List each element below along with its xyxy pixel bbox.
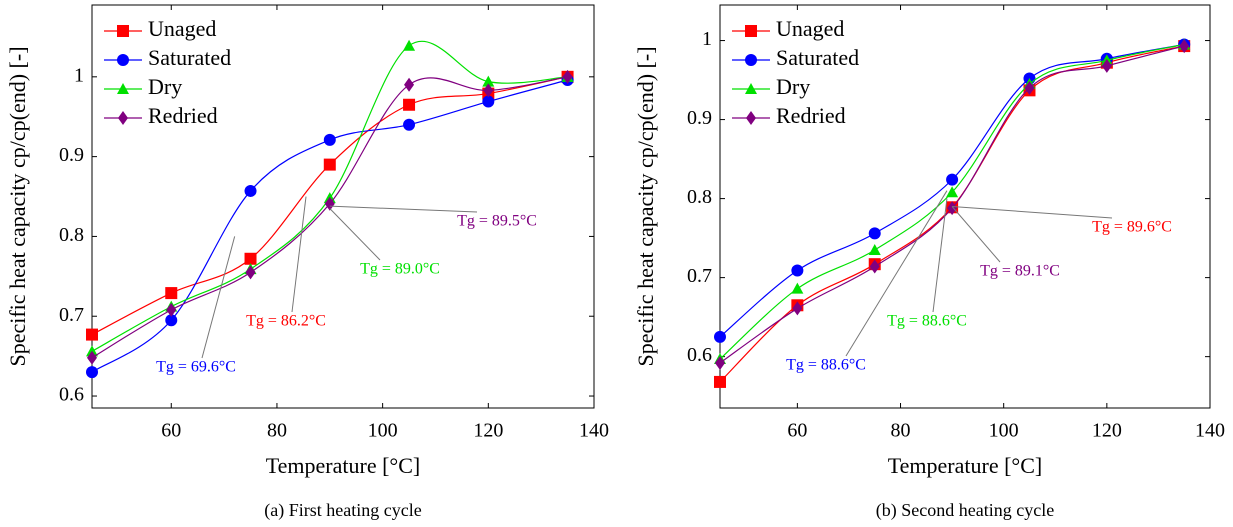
- marker: [714, 375, 726, 388]
- marker: [482, 75, 495, 87]
- marker: [244, 184, 257, 197]
- legend-marker: [745, 54, 757, 66]
- marker: [323, 158, 336, 171]
- marker: [791, 264, 804, 277]
- y-axis-label: Specific heat capacity cp/cp(end) [-]: [633, 46, 658, 366]
- marker: [868, 227, 881, 240]
- plot-frame: [719, 4, 1211, 409]
- annotation: Tg = 69.6°C: [156, 359, 236, 376]
- marker: [165, 287, 178, 300]
- x-axis-label: Temperature [°C]: [888, 453, 1042, 478]
- legend-marker: [117, 54, 129, 66]
- x-tick-label: 60: [787, 420, 807, 442]
- legend-marker: [745, 25, 757, 37]
- marker: [323, 133, 336, 146]
- marker: [403, 118, 416, 131]
- x-tick-label: 120: [473, 420, 503, 442]
- y-tick-label: 0.8: [687, 186, 712, 208]
- legend-label: Redried: [148, 103, 218, 128]
- annotation: Tg = 86.2°C: [246, 313, 326, 330]
- legend-marker: [117, 83, 129, 94]
- annotation-line: [952, 206, 1113, 219]
- annotation-line: [329, 208, 381, 261]
- marker: [946, 186, 959, 198]
- annotation-line: [329, 205, 478, 213]
- marker: [86, 366, 98, 379]
- y-tick-label: 0.7: [687, 265, 712, 287]
- marker: [404, 77, 415, 92]
- annotation: Tg = 89.1°C: [980, 263, 1060, 280]
- x-tick-label: 100: [368, 420, 398, 442]
- legend-label: Saturated: [148, 45, 231, 70]
- annotation: Tg = 88.6°C: [786, 357, 866, 374]
- x-tick-label: 120: [1092, 420, 1122, 442]
- marker: [87, 350, 97, 365]
- annotation-line: [201, 236, 236, 359]
- marker: [1024, 80, 1035, 95]
- marker: [324, 196, 335, 211]
- marker: [947, 201, 958, 216]
- annotation: Tg = 89.0°C: [360, 261, 440, 278]
- legend-label: Redried: [776, 103, 846, 128]
- y-tick-label: 1: [74, 64, 84, 86]
- y-tick-label: 0.7: [59, 304, 84, 326]
- legend-marker: [746, 111, 756, 125]
- annotation-line: [951, 206, 1001, 263]
- legend-label: Dry: [148, 74, 182, 99]
- chart-caption: (b) Second heating cycle: [876, 500, 1054, 521]
- marker: [403, 39, 416, 51]
- marker: [1179, 39, 1190, 54]
- marker: [482, 95, 495, 108]
- annotation-line: [291, 196, 307, 313]
- annotation: Tg = 89.6°C: [1092, 219, 1172, 236]
- plot: 60 80 100 120 140 0.6 0.7 0.8 0.9 1 Temperature [°…: [5, 4, 609, 521]
- legend-marker: [118, 111, 128, 125]
- plot-frame: [91, 4, 595, 409]
- annotation: Tg = 88.6°C: [887, 313, 967, 330]
- marker: [165, 314, 178, 327]
- marker: [714, 330, 726, 343]
- annotation-line: [845, 190, 948, 357]
- legend-label: Dry: [776, 74, 810, 99]
- marker: [1101, 58, 1112, 73]
- marker: [86, 328, 98, 341]
- x-tick-label: 60: [161, 420, 181, 442]
- x-axis-label: Temperature [°C]: [266, 453, 420, 478]
- marker: [715, 355, 725, 370]
- y-axis-label: Specific heat capacity cp/cp(end) [-]: [5, 46, 30, 366]
- marker: [244, 252, 257, 265]
- legend-label: Unaged: [148, 16, 216, 41]
- marker: [946, 173, 959, 186]
- x-tick-label: 80: [891, 420, 911, 442]
- annotation-line: [932, 198, 948, 313]
- y-tick-label: 1: [702, 28, 712, 50]
- x-tick-label: 140: [579, 420, 609, 442]
- marker: [483, 83, 494, 98]
- legend-marker: [745, 83, 757, 94]
- x-tick-label: 140: [1195, 420, 1225, 442]
- x-tick-label: 100: [989, 420, 1019, 442]
- x-tick-label: 80: [267, 420, 287, 442]
- y-tick-label: 0.6: [59, 384, 84, 406]
- y-tick-label: 0.9: [59, 144, 84, 166]
- y-tick-label: 0.8: [59, 224, 84, 246]
- marker: [792, 301, 803, 316]
- marker: [245, 265, 256, 280]
- chart-caption: (a) First heating cycle: [264, 500, 421, 521]
- legend-marker: [117, 25, 129, 37]
- marker: [166, 302, 177, 317]
- marker: [868, 243, 881, 255]
- marker: [791, 282, 804, 294]
- y-tick-label: 0.9: [687, 107, 712, 129]
- plot: 60 80 100 120 140 0.6 0.7 0.8 0.9 1 Temperature [°…: [633, 4, 1225, 521]
- marker: [403, 98, 416, 111]
- y-tick-label: 0.6: [687, 344, 712, 366]
- legend-label: Unaged: [776, 16, 844, 41]
- legend-label: Saturated: [776, 45, 859, 70]
- annotation: Tg = 89.5°C: [457, 213, 537, 230]
- marker: [562, 69, 573, 84]
- marker: [869, 259, 880, 274]
